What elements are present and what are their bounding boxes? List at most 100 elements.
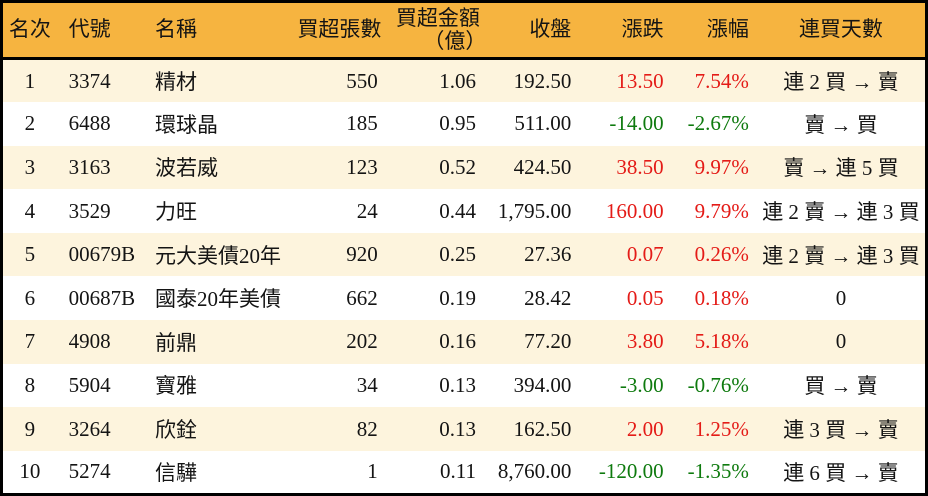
cell-name: 環球晶 — [154, 112, 218, 137]
cell-amount: 0.25 — [439, 242, 477, 267]
cell-code: 4908 — [68, 329, 111, 354]
cell-change_pct: -1.35% — [687, 459, 749, 484]
cell-amount: 0.95 — [439, 111, 477, 136]
cell-streak: 連 2 買 → 賣 — [783, 70, 899, 95]
table-row: 4 3529 力旺 24 0.44 1,795.00 160.00 9.79% 連 2 賣 → … — [1, 189, 927, 233]
cell-streak: 0 — [835, 329, 847, 354]
cell-amount: 0.19 — [439, 285, 477, 310]
header-code: 代號 — [56, 1, 145, 60]
cell-volume: 123 — [346, 154, 378, 179]
table-header: 名次 代號 名稱 買超張數 買超金額 （億） 收盤 漲跌 漲幅 連買天數 — [1, 1, 927, 60]
table-row: 1 3374 精材 550 1.06 192.50 13.50 7.54% 連 2 買 → 賣 — [1, 58, 927, 103]
table-row: 9 3264 欣銓 82 0.13 162.50 2.00 1.25% 連 3 買 → 賣 — [1, 407, 927, 451]
cell-change: 3.80 — [626, 329, 664, 354]
cell-code: 3529 — [68, 198, 111, 223]
cell-change_pct: 0.18% — [694, 285, 749, 310]
cell-name: 前鼎 — [154, 330, 197, 355]
cell-change_pct: 7.54% — [694, 68, 749, 93]
cell-close: 27.36 — [524, 242, 572, 267]
header-buy-amount-line1: 買超金額 — [395, 5, 480, 30]
cell-rank: 6 — [24, 285, 36, 310]
cell-volume: 34 — [356, 372, 378, 397]
cell-change_pct: 0.26% — [694, 242, 749, 267]
cell-code: 3264 — [68, 416, 111, 441]
cell-rank: 7 — [24, 329, 36, 354]
header-buy-volume: 買超張數 — [297, 1, 388, 60]
cell-change_pct: 9.79% — [694, 198, 749, 223]
cell-code: 5904 — [68, 372, 111, 397]
cell-close: 511.00 — [514, 111, 572, 136]
header-row: 名次 代號 名稱 買超張數 買超金額 （億） 收盤 漲跌 漲幅 連買天數 — [1, 1, 927, 60]
table-row: 3 3163 波若威 123 0.52 424.50 38.50 9.97% 賣 → 連 5 買 — [1, 145, 927, 190]
cell-change_pct: 5.18% — [694, 329, 749, 354]
cell-change: -120.00 — [598, 459, 664, 484]
header-change: 漲跌 — [576, 1, 672, 60]
cell-rank: 3 — [24, 154, 36, 179]
header-name: 名稱 — [144, 1, 298, 60]
cell-rank: 1 — [24, 68, 36, 93]
header-buy-amount: 買超金額 （億） — [387, 1, 489, 60]
cell-rank: 10 — [19, 459, 41, 484]
cell-volume: 24 — [356, 198, 378, 223]
cell-volume: 1 — [367, 459, 378, 484]
cell-streak: 賣 → 買 — [804, 112, 878, 137]
cell-amount: 0.52 — [439, 154, 477, 179]
cell-volume: 82 — [356, 416, 378, 441]
cell-close: 192.50 — [513, 68, 572, 93]
cell-rank: 2 — [24, 111, 36, 136]
cell-close: 1,795.00 — [497, 198, 572, 223]
header-streak: 連買天數 — [756, 1, 927, 60]
cell-streak: 連 3 買 → 賣 — [783, 418, 899, 443]
cell-streak: 0 — [835, 285, 847, 310]
cell-change: 0.05 — [626, 285, 664, 310]
cell-code: 00679B — [68, 242, 136, 267]
cell-change_pct: 1.25% — [694, 416, 749, 441]
cell-amount: 0.16 — [439, 329, 477, 354]
cell-change: 2.00 — [626, 416, 664, 441]
cell-streak: 連 2 賣 → 連 3 買 — [762, 243, 920, 268]
header-rank: 名次 — [1, 1, 57, 60]
cell-amount: 0.13 — [439, 372, 477, 397]
cell-change: 160.00 — [605, 198, 664, 223]
cell-volume: 920 — [346, 242, 378, 267]
cell-close: 77.20 — [524, 329, 572, 354]
cell-change: -14.00 — [609, 111, 664, 136]
cell-code: 6488 — [68, 111, 111, 136]
cell-change: -3.00 — [619, 372, 664, 397]
cell-change: 38.50 — [616, 154, 664, 179]
cell-change: 0.07 — [626, 242, 664, 267]
cell-rank: 4 — [24, 198, 36, 223]
cell-name: 精材 — [154, 70, 197, 95]
header-close: 收盤 — [488, 1, 577, 60]
cell-close: 162.50 — [513, 416, 572, 441]
table-row: 2 6488 環球晶 185 0.95 511.00 -14.00 -2.67% 賣 → 買 — [1, 102, 927, 146]
cell-rank: 8 — [24, 372, 36, 397]
cell-name: 力旺 — [154, 200, 197, 225]
cell-amount: 0.11 — [440, 459, 477, 484]
cell-name: 波若威 — [154, 156, 218, 181]
cell-volume: 202 — [346, 329, 378, 354]
header-change-pct: 漲幅 — [671, 1, 757, 60]
cell-streak: 連 2 賣 → 連 3 買 — [762, 200, 920, 225]
cell-change: 13.50 — [616, 68, 664, 93]
cell-code: 00687B — [68, 285, 136, 310]
cell-rank: 9 — [24, 416, 36, 441]
cell-amount: 1.06 — [439, 68, 477, 93]
cell-change_pct: -0.76% — [687, 372, 749, 397]
table-body: 1 3374 精材 550 1.06 192.50 13.50 7.54% 連 2 買 → 賣 2… — [1, 58, 927, 495]
cell-name: 寶雅 — [154, 374, 197, 399]
cell-volume: 662 — [346, 285, 378, 310]
table-row: 5 00679B 元大美債20年 920 0.25 27.36 0.07 0.26% 連 2 賣… — [1, 232, 927, 277]
cell-streak: 連 6 買 → 賣 — [783, 460, 899, 485]
cell-close: 424.50 — [513, 154, 572, 179]
cell-rank: 5 — [24, 242, 36, 267]
cell-streak: 買 → 賣 — [804, 374, 878, 399]
cell-name: 國泰20年美債 — [154, 287, 281, 312]
cell-change_pct: -2.67% — [687, 111, 749, 136]
cell-name: 元大美債20年 — [154, 243, 281, 268]
cell-close: 28.42 — [524, 285, 572, 310]
cell-volume: 185 — [346, 111, 378, 136]
table-row: 10 5274 信驊 1 0.11 8,760.00 -120.00 -1.35% 連 6 買 … — [1, 450, 927, 495]
